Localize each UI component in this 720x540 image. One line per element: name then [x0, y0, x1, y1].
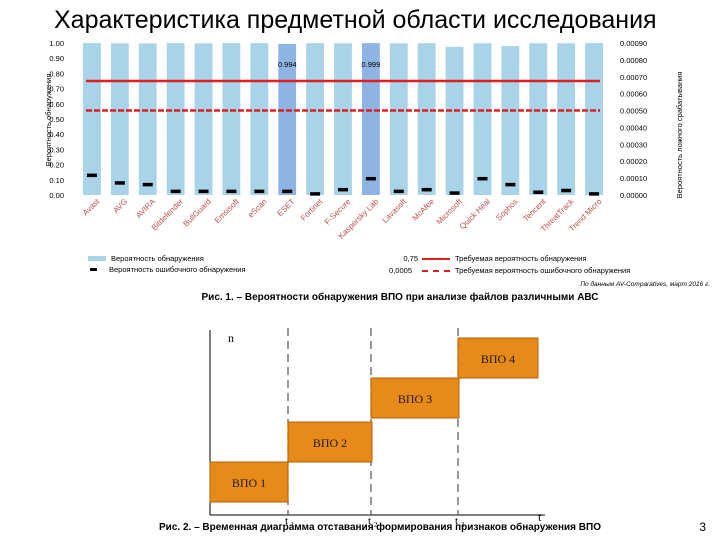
- slide-title: Характеристика предметной области исслед…: [54, 6, 657, 34]
- y-tick-label: 0.80: [49, 69, 64, 78]
- marker-false-positive: [561, 188, 572, 193]
- y2-tick-label: 0.00040: [620, 123, 647, 132]
- timeline-block-label: ВПО 2: [313, 436, 347, 450]
- legend-label-detection: Вероятность обнаружения: [111, 254, 204, 263]
- marker-false-positive: [449, 191, 460, 195]
- marker-false-positive: [226, 189, 237, 194]
- legend-swatch-detection: [88, 256, 106, 261]
- y2-tick-label: 0.00080: [620, 56, 647, 65]
- y-tick-label: 1.00: [49, 39, 64, 48]
- marker-false-positive: [338, 187, 348, 192]
- marker-false-positive: [421, 187, 432, 192]
- marker-false-positive: [142, 182, 153, 187]
- timeline-tick-label: t: [455, 515, 458, 527]
- source-note: По данным AV-Comparatives, март 2016 г.: [580, 281, 710, 288]
- y2-axis-label: Вероятность ложного срабатывания: [675, 72, 684, 199]
- marker-false-positive: [477, 176, 488, 181]
- y-tick-label: 0.70: [49, 85, 64, 94]
- timeline-x-label: t: [538, 510, 542, 524]
- y2-tick-label: 0.00010: [620, 174, 647, 183]
- y-tick-label: 0.30: [49, 145, 64, 154]
- y-tick-label: 0.90: [49, 54, 64, 63]
- legend-swatch-false: [90, 268, 97, 271]
- marker-false-positive: [86, 173, 97, 178]
- timeline-block: [209, 461, 289, 503]
- timeline-tick-label: t: [368, 515, 371, 527]
- marker-false-positive: [310, 192, 321, 196]
- timeline-block: [457, 337, 539, 379]
- figure-2-caption: Рис. 2. – Временная диаграмма отставания…: [159, 522, 601, 533]
- timeline-tick-subscript: 1: [291, 521, 295, 529]
- legend-label-false: Вероятность ошибочного обнаружения: [109, 265, 246, 274]
- y-tick-label: 0.00: [49, 191, 64, 200]
- timeline-y-label: n: [228, 331, 234, 345]
- legend-false: Вероятность ошибочного обнаружения: [88, 265, 246, 274]
- timeline-block-label: ВПО 4: [481, 352, 515, 366]
- y2-tick-label: 0.00060: [620, 90, 647, 99]
- timeline-block-label: ВПО 1: [232, 476, 266, 490]
- legend-required-false: 0,0005 Требуемая вероятность ошибочного …: [376, 266, 630, 275]
- marker-false-positive: [114, 181, 125, 185]
- legend-label-required-detection: Требуемая вероятность обнаружения: [455, 254, 587, 263]
- marker-false-positive: [254, 189, 265, 194]
- marker-false-positive: [533, 190, 544, 194]
- y-axis-label: Вероятность обнаружения: [44, 74, 53, 167]
- marker-false-positive: [505, 182, 516, 187]
- data-label: 0.999: [362, 60, 381, 69]
- figure-1-caption: Рис. 1. – Вероятности обнаружения ВПО пр…: [201, 292, 599, 303]
- legend-swatch-required-detection: [422, 257, 450, 260]
- timeline-tick-label: t: [285, 515, 288, 527]
- y2-tick-label: 0.00070: [620, 73, 647, 82]
- y2-tick-label: 0.00030: [620, 140, 647, 149]
- timeline-block-label: ВПО 3: [398, 392, 432, 406]
- marker-false-positive: [282, 189, 293, 194]
- marker-false-positive: [198, 189, 209, 194]
- y2-tick-label: 0.00000: [620, 191, 647, 200]
- marker-false-positive: [365, 176, 376, 181]
- y2-tick-label: 0.00090: [620, 39, 647, 48]
- page-number: 3: [699, 520, 706, 534]
- marker-false-positive: [393, 189, 404, 194]
- y-tick-label: 0.10: [49, 176, 64, 185]
- ref-value-detection: 0,75: [403, 254, 418, 263]
- marker-false-positive: [589, 192, 600, 196]
- legend-label-required-false: Требуемая вероятность ошибочного обнаруж…: [455, 266, 631, 275]
- ref-value-false: 0,0005: [389, 266, 412, 275]
- timeline-tick-subscript: 2: [374, 521, 378, 529]
- y-tick-label: 0.50: [49, 115, 64, 124]
- legend-swatch-required-false: [422, 269, 450, 272]
- y-tick-label: 0.40: [49, 130, 64, 139]
- timeline-block: [370, 377, 460, 419]
- timeline-tick-subscript: 3: [461, 521, 465, 529]
- y2-tick-label: 0.00020: [620, 157, 647, 166]
- bar-detection: [445, 46, 464, 195]
- timeline-block: [287, 421, 373, 463]
- legend-required-detection: 0,75 Требуемая вероятность обнаружения: [392, 254, 587, 263]
- bar-detection: [501, 46, 520, 195]
- data-label: 0.994: [278, 60, 297, 69]
- y-tick-label: 0.20: [49, 161, 64, 170]
- legend-detection: Вероятность обнаружения: [88, 254, 204, 263]
- y-tick-label: 0.60: [49, 100, 64, 109]
- y2-tick-label: 0.00050: [620, 107, 647, 116]
- marker-false-positive: [170, 189, 181, 194]
